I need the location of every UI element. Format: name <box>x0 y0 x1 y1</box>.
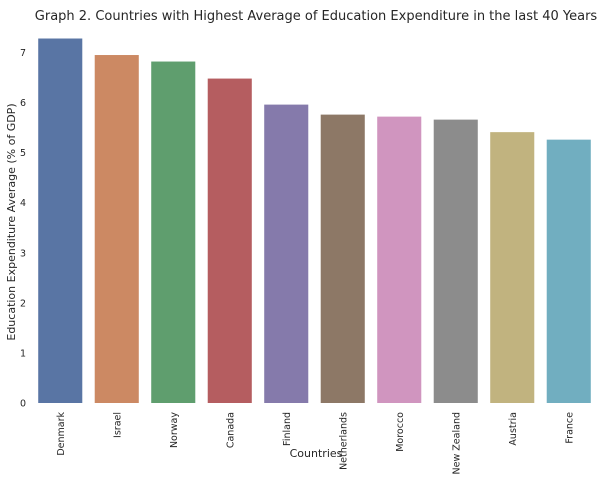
x-axis-label: Countries <box>290 447 343 460</box>
y-tick-label: 5 <box>20 148 26 159</box>
y-tick-label: 7 <box>20 48 26 59</box>
y-tick-label: 6 <box>20 98 26 109</box>
bar-morocco <box>377 116 422 404</box>
chart-title: Graph 2. Countries with Highest Average … <box>35 9 598 24</box>
x-tick-label: France <box>564 412 575 444</box>
bar-canada <box>207 78 252 403</box>
bar-finland <box>264 104 309 403</box>
bar-austria <box>490 132 535 403</box>
y-tick-label: 4 <box>20 198 26 209</box>
x-tick-label: New Zealand <box>451 412 462 474</box>
y-tick-label: 1 <box>20 348 26 359</box>
x-tick-label: Israel <box>112 412 123 438</box>
x-tick-label: Norway <box>169 412 180 448</box>
y-tick-label: 0 <box>20 399 26 410</box>
x-ticks-group: Denmark Israel Norway Canada Finland Netherla… <box>56 412 576 475</box>
bar-israel <box>94 55 139 403</box>
bar-france <box>546 139 591 403</box>
x-tick-label: Finland <box>282 412 293 446</box>
bars-group <box>38 38 591 404</box>
x-tick-label: Netherlands <box>338 412 349 470</box>
x-tick-label: Austria <box>508 412 519 446</box>
y-ticks-group: 0 1 2 3 4 5 6 7 <box>20 48 26 409</box>
bar-new-zealand <box>433 119 478 404</box>
bar-denmark <box>38 38 83 403</box>
y-tick-label: 2 <box>20 298 26 309</box>
bar-netherlands <box>320 114 365 404</box>
y-tick-label: 3 <box>20 248 26 259</box>
x-tick-label: Denmark <box>56 412 67 456</box>
x-tick-label: Morocco <box>395 412 406 452</box>
y-axis-label: Education Expenditure Average (% of GDP) <box>5 103 18 340</box>
x-tick-label: Canada <box>225 412 236 448</box>
bar-norway <box>151 61 196 403</box>
